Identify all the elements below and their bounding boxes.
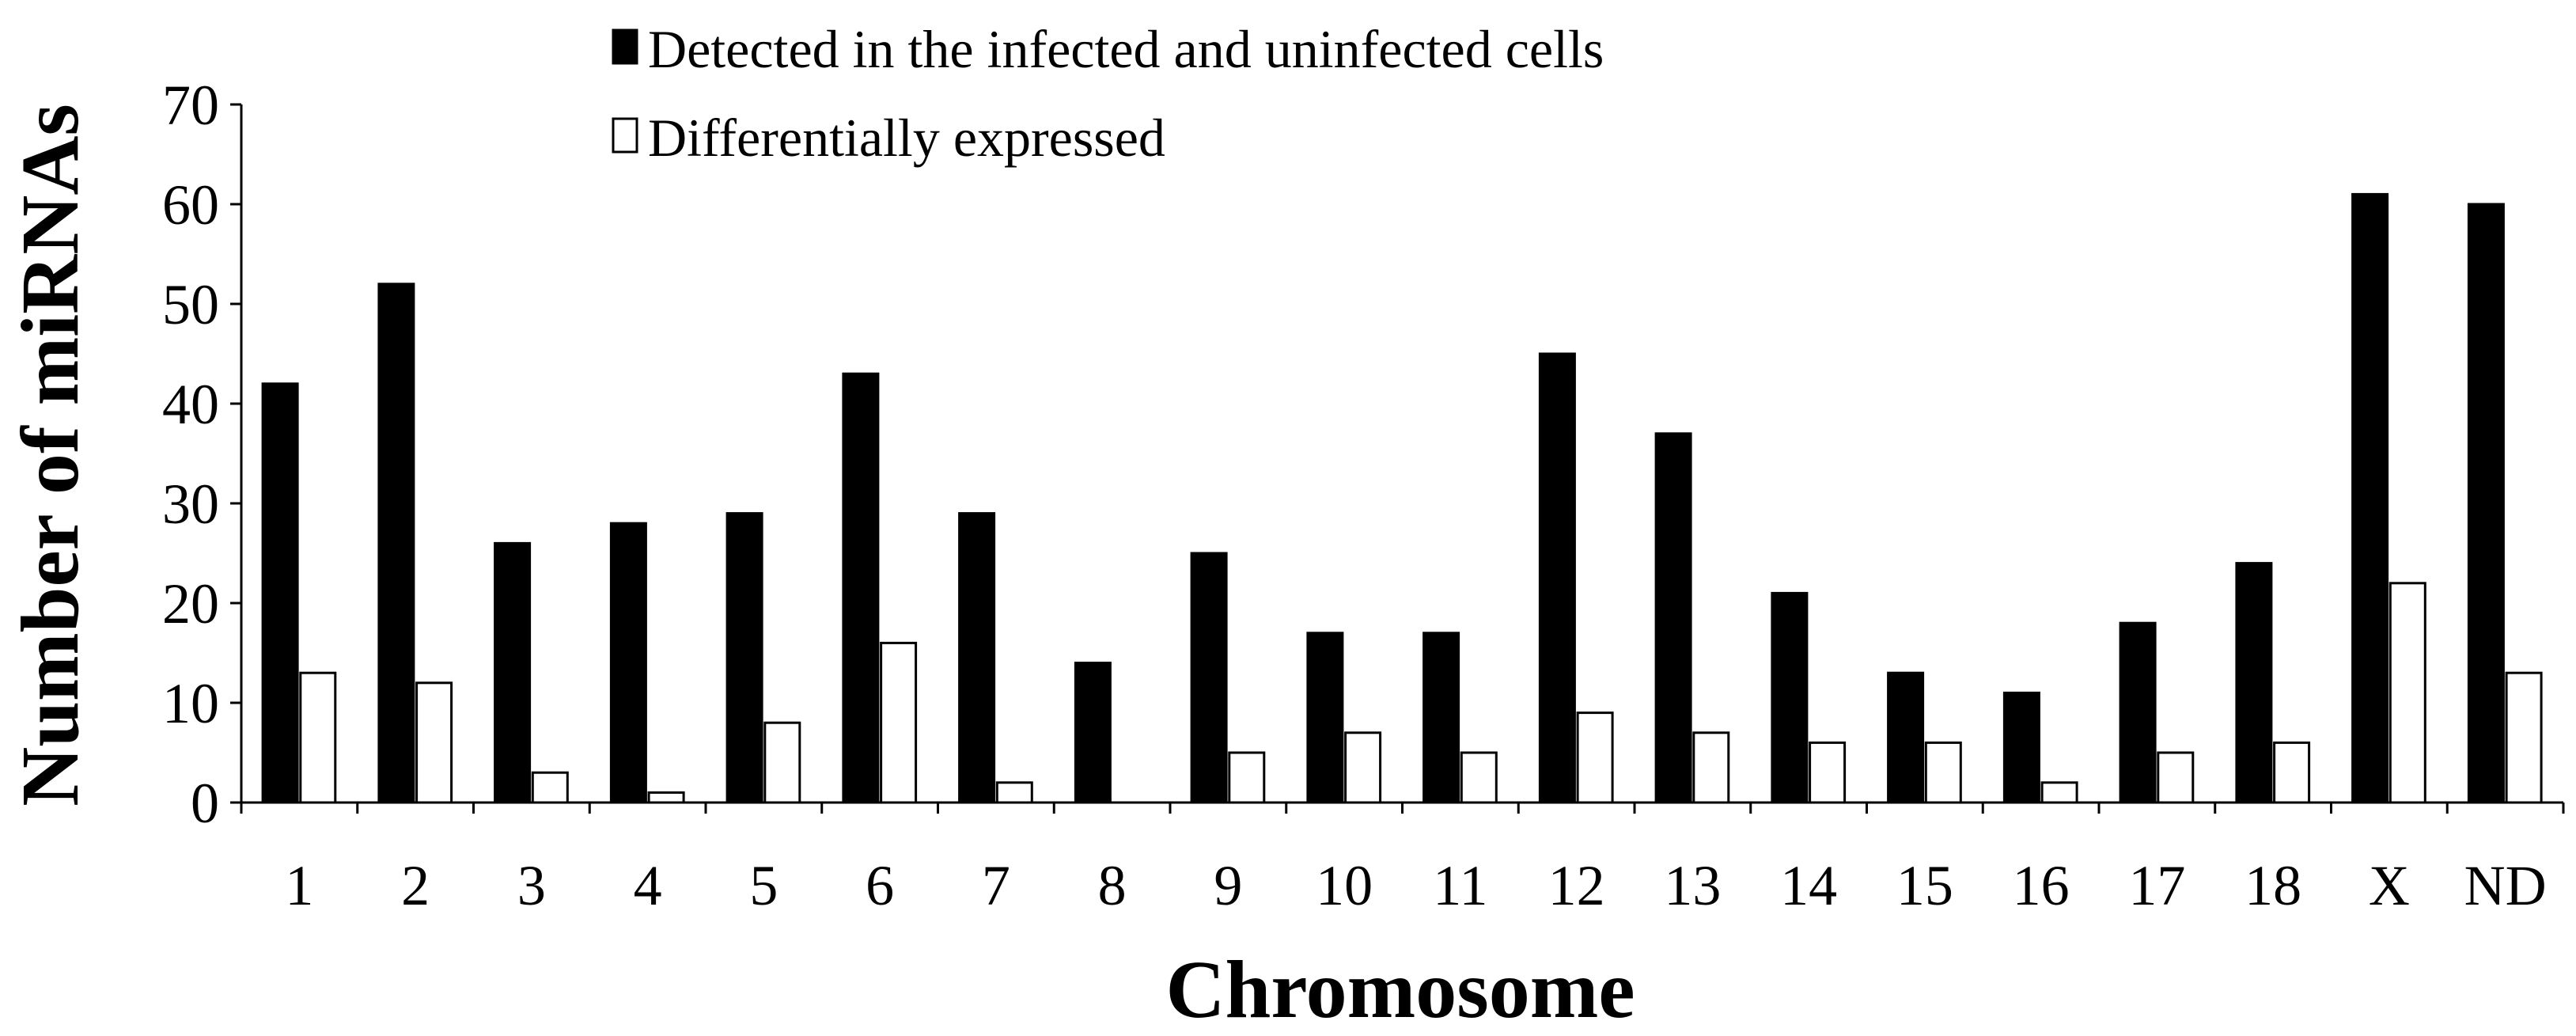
x-tick-label: 8 xyxy=(1098,854,1127,917)
bar-detected-18 xyxy=(2235,562,2273,804)
legend-swatch-differential xyxy=(612,117,638,154)
y-tick-label: 0 xyxy=(191,772,219,835)
x-tick-label: 16 xyxy=(2013,854,2070,917)
bar-differential-2 xyxy=(415,681,453,804)
bar-detected-15 xyxy=(1887,671,1925,804)
y-tick-label: 70 xyxy=(162,74,219,137)
y-axis-title: Number of miRNAs xyxy=(5,104,96,806)
x-tick-label: 7 xyxy=(982,854,1010,917)
bar-detected-9 xyxy=(1190,552,1228,804)
y-axis-ticks: 0 10 20 30 40 50 60 70 xyxy=(162,74,241,835)
bar-differential-3 xyxy=(531,771,569,804)
bar-detected-4 xyxy=(609,522,647,804)
legend-label-detected: Detected in the infected and uninfected … xyxy=(648,19,1604,79)
x-tick-label: 14 xyxy=(1780,854,1837,917)
x-tick-label: 5 xyxy=(749,854,778,917)
y-tick-label: 40 xyxy=(162,373,219,436)
bar-detected-5 xyxy=(725,512,763,804)
bar-differential-X xyxy=(2388,582,2426,804)
bar-differential-15 xyxy=(1924,741,1962,804)
bar-differential-13 xyxy=(1692,731,1730,804)
y-tick-label: 60 xyxy=(162,173,219,237)
x-tick-label: 10 xyxy=(1316,854,1373,917)
x-axis-title: Chromosome xyxy=(1165,944,1635,1035)
y-tick-label: 10 xyxy=(162,672,219,735)
x-axis-ticks: 1 2 3 4 5 6 7 8 9 10 11 12 13 14 15 16 17 18 X ND xyxy=(240,803,2565,917)
bar-differential-1 xyxy=(299,671,337,804)
bar-detected-16 xyxy=(2002,691,2040,804)
bar-detected-7 xyxy=(958,512,996,804)
legend-label-differential: Differentially expressed xyxy=(648,108,1165,168)
bar-detected-14 xyxy=(1771,591,1809,804)
bar-differential-9 xyxy=(1228,751,1266,804)
x-tick-label: 4 xyxy=(634,854,662,917)
y-tick-label: 20 xyxy=(162,572,219,636)
bar-differential-5 xyxy=(763,721,801,804)
x-tick-label: 12 xyxy=(1548,854,1605,917)
bar-differential-14 xyxy=(1809,741,1847,804)
bar-detected-8 xyxy=(1074,662,1112,804)
x-tick-label: ND xyxy=(2464,854,2547,917)
y-tick-label: 50 xyxy=(162,273,219,336)
bar-differential-7 xyxy=(995,781,1033,804)
x-tick-label: 17 xyxy=(2128,854,2185,917)
legend-swatch-detected xyxy=(612,28,638,65)
bar-detected-13 xyxy=(1654,432,1692,804)
x-tick-label: 9 xyxy=(1214,854,1242,917)
bar-detected-3 xyxy=(494,541,532,804)
axes xyxy=(240,104,2563,804)
x-tick-label: 18 xyxy=(2245,854,2301,917)
bar-detected-ND xyxy=(2467,203,2505,804)
x-tick-label: 13 xyxy=(1664,854,1721,917)
bar-differential-6 xyxy=(880,641,918,804)
x-tick-label: 1 xyxy=(285,854,313,917)
bar-differential-10 xyxy=(1344,731,1382,804)
bar-differential-11 xyxy=(1460,751,1498,804)
bar-differential-4 xyxy=(647,791,685,804)
bar-differential-ND xyxy=(2505,671,2543,804)
x-tick-label: 2 xyxy=(401,854,430,917)
bar-detected-1 xyxy=(261,382,299,804)
bar-differential-16 xyxy=(2040,781,2078,804)
bar-detected-6 xyxy=(842,372,880,804)
x-tick-label: 15 xyxy=(1896,854,1953,917)
bar-detected-12 xyxy=(1538,352,1576,804)
bar-detected-17 xyxy=(2119,621,2157,804)
bar-detected-2 xyxy=(377,283,415,804)
bar-detected-10 xyxy=(1306,632,1344,804)
bar-differential-17 xyxy=(2157,751,2195,804)
bars xyxy=(261,192,2543,804)
bar-detected-11 xyxy=(1422,632,1460,804)
y-tick-label: 30 xyxy=(162,472,219,536)
x-tick-label: 11 xyxy=(1433,854,1487,917)
legend: Detected in the infected and uninfected … xyxy=(612,19,1604,168)
x-tick-label: 6 xyxy=(866,854,894,917)
x-tick-label: X xyxy=(2369,854,2410,917)
bar-detected-X xyxy=(2351,192,2389,804)
x-tick-label: 3 xyxy=(517,854,546,917)
bar-differential-18 xyxy=(2273,741,2311,804)
bar-differential-12 xyxy=(1576,712,1614,804)
